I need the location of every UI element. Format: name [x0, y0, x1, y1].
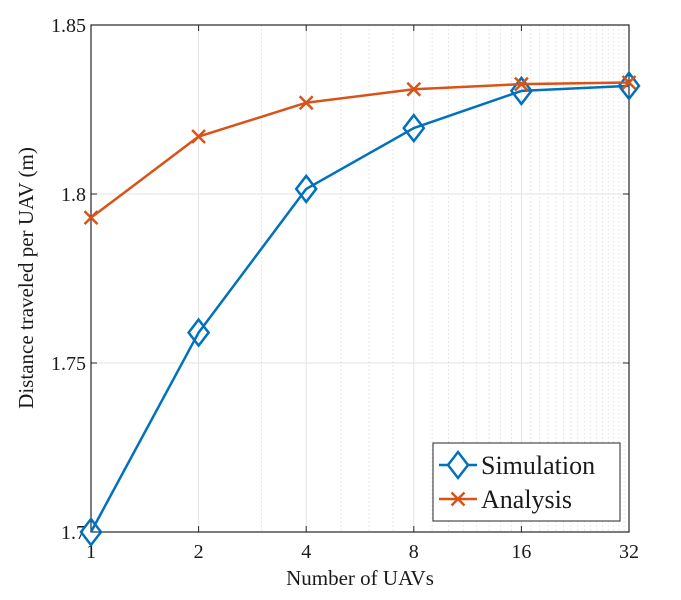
data-point-analysis [83, 210, 99, 226]
series-layer [79, 70, 641, 548]
data-point-analysis [406, 81, 422, 97]
legend: Simulation Analysis [432, 442, 621, 522]
series-analysis [83, 75, 637, 226]
data-point-simulation [79, 516, 103, 548]
x-tick-label: 2 [194, 541, 204, 563]
x-tick-label: 32 [619, 541, 639, 563]
data-point-simulation [187, 317, 211, 348]
data-point-analysis [298, 95, 314, 111]
legend-marker-simulation [446, 449, 470, 481]
x-axis-label: Number of UAVs [286, 566, 434, 590]
x-tick-label: 4 [301, 541, 311, 563]
series-line-analysis [90, 81, 630, 219]
y-tick-label: 1.7 [61, 522, 86, 544]
series-simulation [79, 70, 641, 548]
x-tick-label: 16 [511, 541, 531, 563]
y-tick-label: 1.85 [51, 15, 86, 37]
x-tick-label: 8 [409, 541, 419, 563]
y-tick-label: 1.8 [61, 184, 86, 206]
legend-label-analysis: Analysis [481, 485, 572, 514]
data-point-analysis [621, 75, 637, 90]
plot-frame [90, 24, 630, 533]
legend-label-simulation: Simulation [481, 451, 595, 480]
y-axis-label: Distance traveled per UAV (m) [14, 147, 38, 409]
axis-ticks: 1 2 4 8 16 32 1.7 1.75 1.8 1.85 [51, 15, 639, 563]
data-point-analysis [191, 129, 206, 144]
legend-box [432, 442, 621, 522]
x-tick-label: 1 [86, 541, 96, 563]
data-point-simulation [402, 113, 426, 144]
data-point-simulation [294, 173, 318, 204]
data-point-analysis [514, 76, 529, 92]
y-tick-label: 1.75 [51, 353, 86, 375]
data-point-simulation [509, 75, 533, 106]
series-line-simulation [89, 84, 630, 533]
legend-marker-analysis [450, 491, 466, 507]
